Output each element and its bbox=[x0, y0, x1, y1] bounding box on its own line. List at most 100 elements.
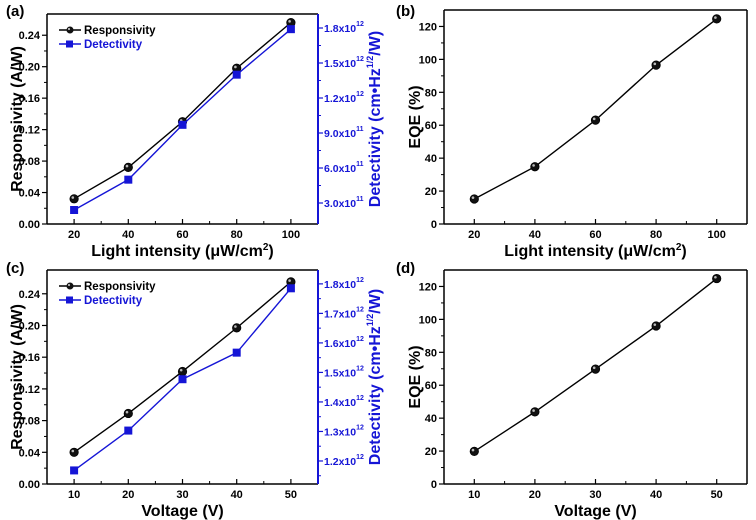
data-point-circle bbox=[69, 194, 79, 204]
y2-tick-label: 1.5x1012 bbox=[324, 365, 364, 379]
x-tick-label: 30 bbox=[176, 489, 188, 501]
y-tick-label: 0.12 bbox=[19, 125, 40, 137]
y2-tick-mantissa: 1.8x10 bbox=[324, 23, 356, 35]
legend-marker-circle bbox=[66, 26, 74, 34]
y2-tick-mantissa: 1.7x10 bbox=[324, 308, 356, 320]
legend-item-detectivity: Detectivity bbox=[59, 295, 143, 307]
y2-tick-exponent: 12 bbox=[356, 365, 364, 372]
x-tick-label: 60 bbox=[176, 229, 188, 241]
legend-label: Detectivity bbox=[84, 295, 143, 307]
series-eqe bbox=[469, 273, 722, 457]
y2-axis-title-superscript: 1/2 bbox=[365, 314, 375, 327]
data-point-square bbox=[70, 466, 79, 475]
y-tick-label: 80 bbox=[425, 87, 437, 99]
data-point-square bbox=[178, 120, 187, 129]
data-point-square bbox=[70, 206, 79, 214]
data-point-highlight bbox=[71, 196, 75, 199]
data-point-highlight bbox=[234, 325, 237, 328]
data-point-circle bbox=[590, 364, 601, 374]
data-point-square bbox=[286, 284, 295, 293]
y2-tick-mantissa: 9.0x10 bbox=[324, 128, 356, 140]
legend-item-responsivity: Responsivity bbox=[59, 281, 156, 293]
y-tick-label: 0.04 bbox=[19, 188, 41, 200]
y2-tick-mantissa: 1.8x10 bbox=[324, 279, 356, 291]
data-point-highlight bbox=[288, 279, 291, 282]
series-detectivity bbox=[70, 284, 295, 475]
y-axis-title: EQE (%) bbox=[407, 85, 424, 148]
data-point-square bbox=[124, 426, 133, 435]
x-tick-label: 30 bbox=[589, 489, 601, 501]
panel-a: 20 40 60 80 100 0.00 0.04 0.08 0.12 0.16 0.20 0.24 3… bbox=[6, 3, 384, 260]
x-tick-label: 40 bbox=[650, 489, 662, 501]
data-point-circle bbox=[177, 366, 188, 377]
data-point-circle bbox=[123, 162, 133, 172]
y-tick-label: 0.16 bbox=[19, 352, 40, 364]
y2-axis-title-main: Detectivity (cm•Hz bbox=[367, 68, 384, 207]
y-tick-label: 120 bbox=[419, 281, 437, 293]
data-point-highlight bbox=[234, 65, 237, 69]
y2-axis-title-superscript: 1/2 bbox=[365, 56, 375, 69]
x-tick-label: 100 bbox=[708, 229, 726, 241]
y2-tick-label: 9.0x1011 bbox=[324, 126, 364, 140]
y2-tick-exponent: 12 bbox=[356, 277, 364, 284]
data-point-circle bbox=[712, 14, 722, 24]
y2-tick-exponent: 12 bbox=[356, 424, 364, 431]
legend-marker-highlight bbox=[67, 283, 71, 287]
y2-tick-label: 1.8x1012 bbox=[324, 277, 364, 291]
legend: Responsivity Detectivity bbox=[59, 25, 156, 51]
y2-tick-label: 6.0x1011 bbox=[324, 161, 364, 175]
y2-tick-label: 3.0x1011 bbox=[324, 196, 364, 210]
y2-tick-exponent: 12 bbox=[356, 336, 364, 343]
x-tick-label: 10 bbox=[468, 489, 480, 501]
y2-tick-label: 1.7x1012 bbox=[324, 306, 364, 320]
legend-item-responsivity: Responsivity bbox=[59, 25, 156, 37]
legend-label: Responsivity bbox=[84, 281, 156, 293]
y-tick-label: 0.24 bbox=[19, 289, 41, 301]
data-point-circle bbox=[469, 194, 479, 204]
data-point-square bbox=[232, 70, 241, 79]
data-point-circle bbox=[232, 323, 242, 333]
y-tick-label: 40 bbox=[425, 413, 437, 425]
panel-label: (a) bbox=[6, 3, 24, 20]
x-tick-label: 20 bbox=[529, 489, 541, 501]
y2-axis-title: Detectivity (cm•Hz1/2/W) bbox=[365, 289, 384, 465]
x-tick-label: 50 bbox=[285, 489, 297, 501]
y-tick-label: 0.24 bbox=[19, 30, 41, 42]
x-axis-title-end: ) bbox=[681, 243, 686, 260]
data-point-highlight bbox=[532, 409, 535, 412]
y2-tick-label: 1.2x1012 bbox=[324, 454, 364, 468]
x-tick-label: 20 bbox=[68, 229, 80, 241]
y-tick-label: 0.20 bbox=[19, 62, 40, 74]
x-tick-label: 50 bbox=[711, 489, 723, 501]
y2-tick-label: 1.4x1012 bbox=[324, 395, 364, 409]
y2-tick-label: 1.8x1012 bbox=[324, 21, 364, 35]
y2-tick-exponent: 12 bbox=[356, 306, 364, 313]
panel-label: (d) bbox=[396, 260, 415, 277]
y2-tick-mantissa: 1.5x10 bbox=[324, 58, 356, 70]
y2-axis-title-main: Detectivity (cm•Hz bbox=[367, 326, 384, 465]
data-point-circle bbox=[530, 407, 540, 417]
y-tick-label: 0.20 bbox=[19, 320, 40, 332]
x-axis-title-end: ) bbox=[268, 243, 273, 260]
y-tick-label: 40 bbox=[425, 153, 437, 165]
y-tick-label: 60 bbox=[425, 120, 437, 132]
y-tick-label: 20 bbox=[425, 186, 437, 198]
panel-b: 20 40 60 80 100 0 20 40 60 80 100 120 Light intensit… bbox=[396, 3, 748, 260]
panel-label: (c) bbox=[6, 260, 24, 277]
y2-axis-title-end: /W) bbox=[367, 289, 384, 314]
data-point-highlight bbox=[471, 448, 475, 452]
x-axis-title: Voltage (V) bbox=[141, 503, 223, 520]
data-point-highlight bbox=[288, 20, 291, 23]
data-point-highlight bbox=[532, 164, 535, 167]
y-tick-label: 20 bbox=[425, 446, 437, 458]
y2-tick-mantissa: 1.5x10 bbox=[324, 367, 356, 379]
y2-tick-exponent: 11 bbox=[356, 161, 364, 168]
y2-tick-mantissa: 3.0x10 bbox=[324, 198, 356, 210]
y-tick-label: 0.08 bbox=[19, 156, 40, 168]
x-tick-label: 40 bbox=[122, 229, 134, 241]
y2-tick-mantissa: 1.6x10 bbox=[324, 338, 356, 350]
y-tick-label: 100 bbox=[419, 314, 437, 326]
y2-tick-mantissa: 1.3x10 bbox=[324, 426, 356, 438]
x-axis-title: Light intensity (μW/cm2) bbox=[504, 242, 686, 260]
x-tick-label: 40 bbox=[231, 489, 243, 501]
